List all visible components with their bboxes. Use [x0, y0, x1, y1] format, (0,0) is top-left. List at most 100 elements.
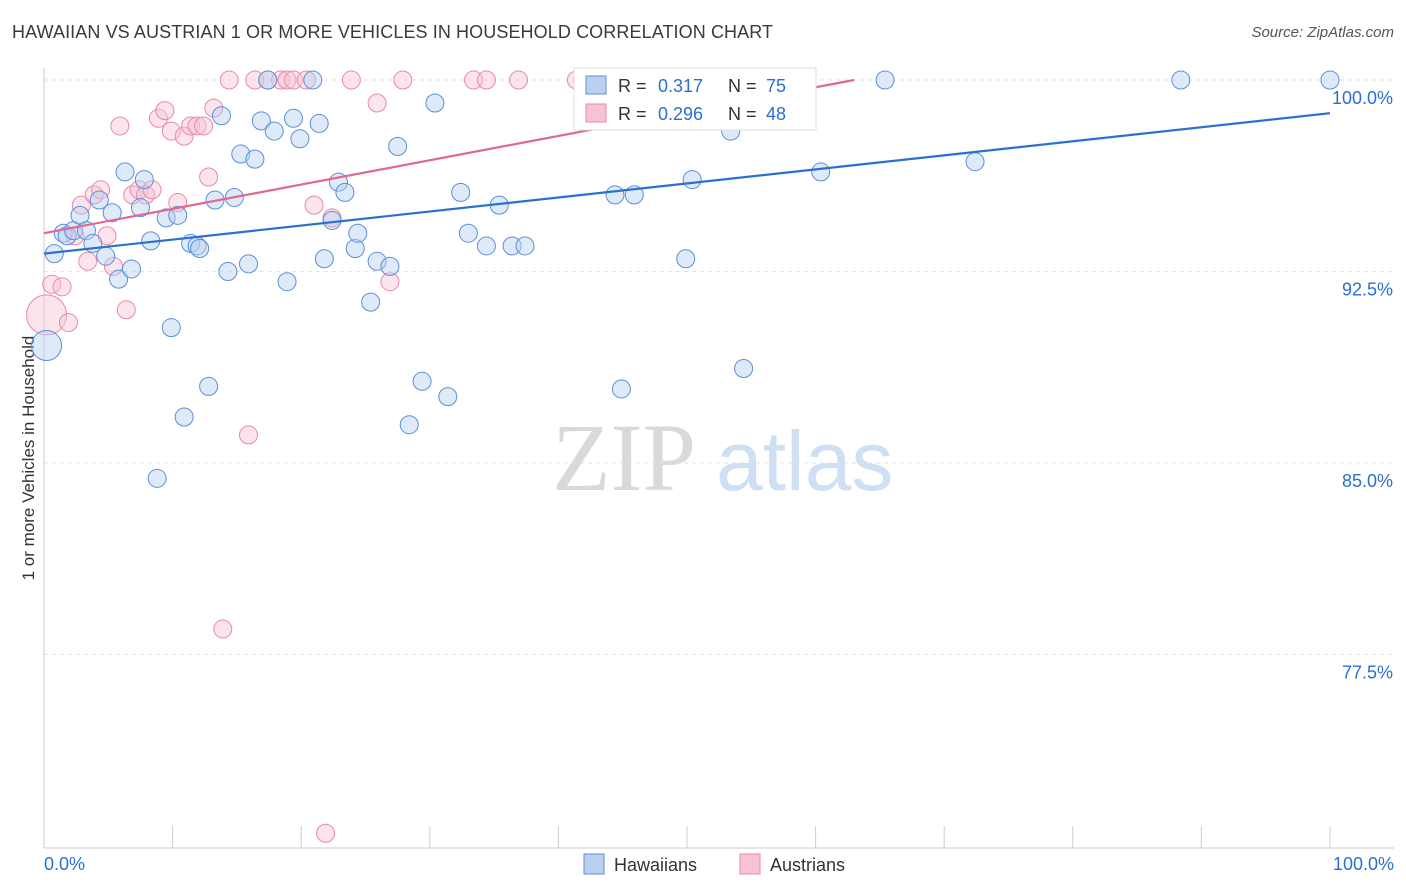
hawaiian-point: [388, 136, 408, 156]
austrian-point: [174, 126, 194, 146]
austrian-point: [296, 70, 316, 90]
legend-austrians-swatch: [585, 103, 607, 123]
austrian-point: [71, 195, 91, 215]
legend-stats: R = 0.317 N = 75 R = 0.296 N = 48: [573, 67, 817, 131]
x-tick-label-min: 0.0%: [44, 854, 85, 874]
hawaiian-point: [290, 129, 310, 149]
austrian-point: [213, 619, 233, 639]
austrian-point: [219, 70, 239, 90]
austrian-point: [187, 116, 207, 136]
hawaiian-point: [734, 359, 754, 379]
hawaiian-point: [130, 198, 150, 218]
austrians-points: [26, 70, 734, 843]
hawaiian-point: [1171, 70, 1191, 90]
austrian-point: [341, 70, 361, 90]
legend-bottom-hawaiians-swatch: [583, 853, 605, 875]
hawaiian-point: [451, 182, 471, 202]
austrian-point: [476, 70, 496, 90]
x-tick-label-max: 100.0%: [1333, 854, 1394, 874]
y-tick-label: 85.0%: [1342, 471, 1393, 491]
austrian-point: [58, 313, 78, 333]
hawaiian-point: [515, 236, 535, 256]
y-tick-label: 92.5%: [1342, 280, 1393, 300]
hawaiian-point: [345, 239, 365, 259]
hawaiian-point: [161, 318, 181, 338]
austrian-point: [116, 300, 136, 320]
hawaiian-point: [412, 371, 432, 391]
legend-bottom-austrians-label: Austrians: [770, 855, 845, 875]
hawaiian-point: [1320, 70, 1340, 90]
hawaiian-point: [109, 269, 129, 289]
legend-hawaiians-r-value: 0.317: [658, 76, 703, 96]
watermark-zip: ZIP: [552, 404, 696, 511]
legend-austrians-r-value: 0.296: [658, 104, 703, 124]
hawaiian-point: [425, 93, 445, 113]
hawaiian-point: [121, 259, 141, 279]
hawaiian-point: [605, 185, 625, 205]
hawaiian-point: [458, 223, 478, 243]
hawaiian-point: [245, 149, 265, 169]
watermark: ZIP atlas: [552, 404, 893, 511]
legend-bottom-hawaiians-label: Hawaiians: [614, 855, 697, 875]
austrian-point: [380, 272, 400, 292]
hawaiian-point: [89, 190, 109, 210]
austrian-point: [148, 108, 168, 128]
hawaiian-point: [174, 407, 194, 427]
hawaiian-point: [96, 246, 116, 266]
hawaiian-point: [102, 203, 122, 223]
hawaiian-point: [611, 379, 631, 399]
hawaiian-point: [190, 239, 210, 259]
austrian-point: [204, 98, 224, 118]
hawaiian-point: [31, 330, 63, 362]
chart-title: HAWAIIAN VS AUSTRIAN 1 OR MORE VEHICLES …: [12, 22, 774, 42]
hawaiian-point: [399, 415, 419, 435]
axes: [43, 68, 1394, 849]
hawaiian-point: [147, 468, 167, 488]
hawaiian-point: [156, 208, 176, 228]
austrian-point: [238, 425, 258, 445]
legend-hawaiians-n-label: N =: [728, 76, 757, 96]
hawaiian-point: [251, 111, 271, 131]
hawaiian-point: [238, 254, 258, 274]
hawaiians-points: [31, 70, 1340, 488]
chart-source: Source: ZipAtlas.com: [1251, 24, 1394, 41]
austrian-point: [367, 93, 387, 113]
hawaiian-point: [168, 205, 188, 225]
legend-austrians-r-label: R =: [618, 104, 647, 124]
austrian-point: [142, 180, 162, 200]
legend-hawaiians-r-label: R =: [618, 76, 647, 96]
legend-austrians-n-value: 48: [766, 104, 786, 124]
legend-stats-box: [573, 67, 817, 131]
hawaiian-point: [264, 121, 284, 141]
austrian-point: [78, 251, 98, 271]
hawaiian-point: [258, 70, 278, 90]
hawaiian-point: [361, 292, 381, 312]
hawaiian-point: [875, 70, 895, 90]
hawaiian-point: [115, 162, 135, 182]
legend-hawaiians-n-value: 75: [766, 76, 786, 96]
hawaiian-point: [134, 170, 154, 190]
legend-series: Hawaiians Austrians: [583, 853, 845, 875]
hawaiians-trend-line: [43, 112, 1331, 255]
legend-hawaiians-swatch: [585, 75, 607, 95]
hawaiian-point: [57, 226, 77, 246]
hawaiian-point: [303, 70, 323, 90]
hawaiian-point: [211, 106, 231, 126]
y-tick-label: 77.5%: [1342, 663, 1393, 683]
austrian-point: [277, 70, 297, 90]
hawaiian-point: [218, 262, 238, 281]
hawaiian-point: [367, 251, 387, 271]
austrian-point: [110, 116, 130, 136]
hawaiian-point: [965, 152, 985, 172]
austrian-point: [136, 185, 156, 205]
austrian-point: [316, 823, 336, 843]
y-axis-label: 1 or more Vehicles in Household: [19, 336, 38, 581]
hawaiian-point: [277, 272, 297, 292]
austrian-point: [52, 277, 72, 297]
legend-bottom-austrians-swatch: [739, 853, 761, 875]
hawaiian-point: [348, 223, 368, 243]
austrian-point: [304, 195, 324, 215]
hawaiian-point: [231, 144, 251, 164]
hawaiian-point: [676, 249, 696, 269]
